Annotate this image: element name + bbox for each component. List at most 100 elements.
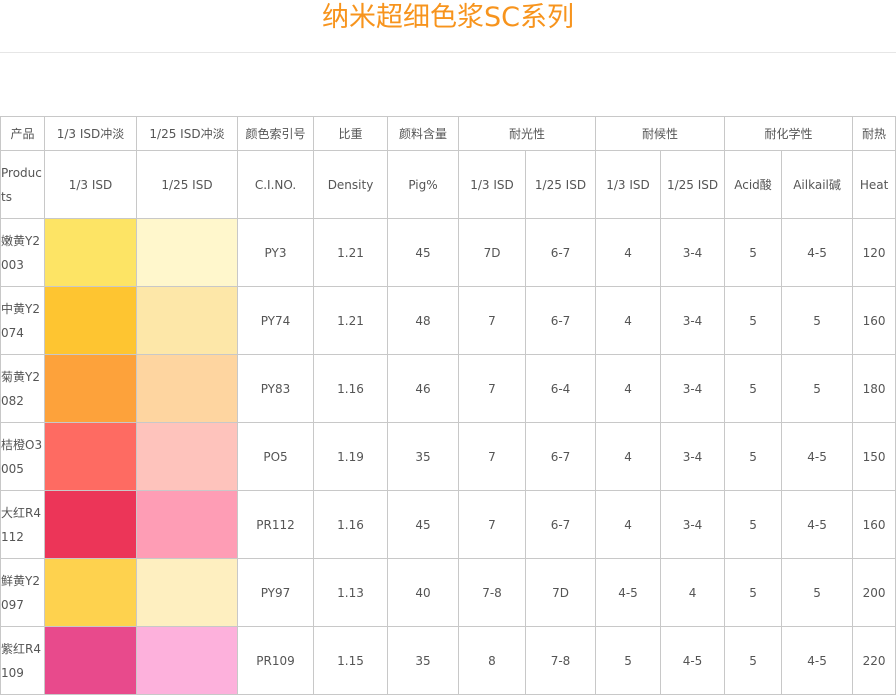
data-cell: 4-5 — [781, 422, 854, 491]
color-swatch — [136, 354, 238, 423]
data-cell: 160 — [852, 490, 896, 559]
data-cell: 7 — [458, 490, 526, 559]
divider — [0, 52, 896, 53]
data-cell: 160 — [852, 286, 896, 355]
data-cell: 35 — [387, 422, 459, 491]
product-table: 产品 1/3 ISD冲淡 1/25 ISD冲淡 颜色索引号 比重 颜料含量 耐光性 耐候性 耐化… — [0, 116, 896, 695]
color-swatch — [44, 558, 137, 627]
product-cell: 嫩黄Y2003 — [0, 218, 45, 287]
header-cell: 颜色索引号 — [237, 116, 314, 151]
data-cell: 7-8 — [524, 626, 597, 695]
color-swatch — [44, 422, 137, 491]
header-cell: 1/25 ISD — [524, 150, 597, 219]
data-cell: 7-8 — [458, 558, 526, 627]
data-cell: 7 — [458, 286, 526, 355]
data-cell: 3-4 — [660, 218, 726, 287]
data-cell: 5 — [724, 218, 783, 287]
data-row: 紫红R4109 PR109 1.15 35 8 7-8 5 4-5 5 4-5 220 — [0, 626, 896, 695]
data-cell: 3-4 — [660, 422, 726, 491]
color-swatch — [44, 218, 137, 287]
data-cell: 6-7 — [524, 422, 597, 491]
data-cell: 6-7 — [524, 286, 597, 355]
data-cell: 46 — [387, 354, 459, 423]
color-swatch — [136, 286, 238, 355]
header-cell: C.I.NO. — [237, 150, 314, 219]
data-cell: PY97 — [237, 558, 314, 627]
data-cell: 1.13 — [313, 558, 388, 627]
data-row: 桔橙O3005 PO5 1.19 35 7 6-7 4 3-4 5 4-5 150 — [0, 422, 896, 491]
data-cell: 35 — [387, 626, 459, 695]
data-cell: 1.19 — [313, 422, 388, 491]
data-cell: 5 — [724, 422, 783, 491]
data-cell: 40 — [387, 558, 459, 627]
color-swatch — [44, 490, 137, 559]
header-cell: 产品 — [0, 116, 45, 151]
data-cell: 4 — [595, 354, 662, 423]
product-cell: 紫红R4109 — [0, 626, 45, 695]
data-cell: 1.21 — [313, 286, 388, 355]
data-cell: PY3 — [237, 218, 314, 287]
data-cell: 4-5 — [781, 626, 854, 695]
header-cell: Acid酸 — [724, 150, 783, 219]
data-cell: 4 — [660, 558, 726, 627]
data-cell: 4-5 — [660, 626, 726, 695]
data-cell: 7D — [458, 218, 526, 287]
header-cell: 1/3 ISD — [458, 150, 526, 219]
header-cell: 比重 — [313, 116, 388, 151]
data-row: 菊黄Y2082 PY83 1.16 46 7 6-4 4 3-4 5 5 180 — [0, 354, 896, 423]
header-cell: 1/25 ISD冲淡 — [136, 116, 238, 151]
header-cell: 耐热 — [852, 116, 896, 151]
data-cell: 5 — [724, 286, 783, 355]
data-cell: 4 — [595, 286, 662, 355]
data-cell: 3-4 — [660, 286, 726, 355]
data-cell: 8 — [458, 626, 526, 695]
header-cell: Pig% — [387, 150, 459, 219]
color-swatch — [136, 558, 238, 627]
header-cell: 1/25 ISD — [660, 150, 726, 219]
data-cell: PR112 — [237, 490, 314, 559]
header-cell: 耐化学性 — [724, 116, 854, 151]
data-cell: 5 — [595, 626, 662, 695]
data-cell: 4-5 — [595, 558, 662, 627]
data-cell: PO5 — [237, 422, 314, 491]
data-cell: PY74 — [237, 286, 314, 355]
data-cell: 4-5 — [781, 490, 854, 559]
header-cell: 1/3 ISD冲淡 — [44, 116, 137, 151]
header-cell: Products — [0, 150, 45, 219]
product-cell: 鲜黄Y2097 — [0, 558, 45, 627]
data-cell: 1.21 — [313, 218, 388, 287]
header-row: 产品 1/3 ISD冲淡 1/25 ISD冲淡 颜色索引号 比重 颜料含量 耐光性 耐候性 耐化… — [0, 116, 896, 151]
header-cell: 耐候性 — [595, 116, 726, 151]
color-swatch — [136, 218, 238, 287]
color-swatch — [44, 286, 137, 355]
product-cell: 菊黄Y2082 — [0, 354, 45, 423]
data-row: 嫩黄Y2003 PY3 1.21 45 7D 6-7 4 3-4 5 4-5 120 — [0, 218, 896, 287]
data-cell: 6-7 — [524, 218, 597, 287]
data-cell: 3-4 — [660, 354, 726, 423]
data-cell: PY83 — [237, 354, 314, 423]
color-swatch — [44, 354, 137, 423]
header-cell: Heat — [852, 150, 896, 219]
data-cell: 5 — [724, 354, 783, 423]
product-cell: 大红R4112 — [0, 490, 45, 559]
data-cell: 5 — [781, 286, 854, 355]
data-cell: 1.15 — [313, 626, 388, 695]
header-cell: 颜料含量 — [387, 116, 459, 151]
data-cell: 150 — [852, 422, 896, 491]
data-cell: 5 — [781, 354, 854, 423]
data-cell: PR109 — [237, 626, 314, 695]
data-cell: 5 — [724, 626, 783, 695]
data-cell: 3-4 — [660, 490, 726, 559]
data-row: 中黄Y2074 PY74 1.21 48 7 6-7 4 3-4 5 5 160 — [0, 286, 896, 355]
header-cell: 1/3 ISD — [44, 150, 137, 219]
header-row: Products 1/3 ISD 1/25 ISD C.I.NO. Density Pig… — [0, 150, 896, 219]
data-cell: 7 — [458, 354, 526, 423]
header-cell: 1/3 ISD — [595, 150, 662, 219]
color-swatch — [136, 422, 238, 491]
data-cell: 4 — [595, 422, 662, 491]
data-row: 大红R4112 PR112 1.16 45 7 6-7 4 3-4 5 4-5 160 — [0, 490, 896, 559]
data-row: 鲜黄Y2097 PY97 1.13 40 7-8 7D 4-5 4 5 5 200 — [0, 558, 896, 627]
data-cell: 5 — [724, 490, 783, 559]
product-cell: 桔橙O3005 — [0, 422, 45, 491]
header-cell: 1/25 ISD — [136, 150, 238, 219]
